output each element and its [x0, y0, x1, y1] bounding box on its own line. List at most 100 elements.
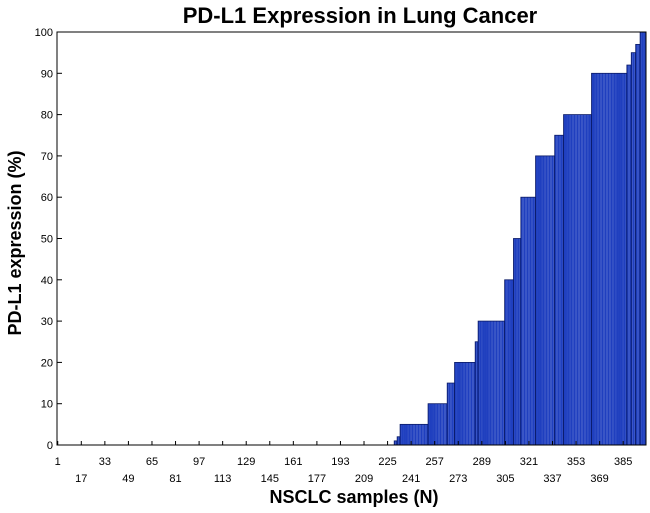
- bar: [619, 73, 621, 446]
- y-tick-label: 20: [41, 357, 53, 369]
- bar: [622, 73, 624, 446]
- bar: [631, 52, 633, 446]
- bars-layer: [393, 31, 647, 446]
- bar: [442, 403, 445, 445]
- bar: [612, 73, 614, 446]
- bar: [397, 436, 399, 445]
- bar: [425, 424, 427, 445]
- bar: [458, 362, 461, 445]
- bar: [581, 114, 583, 445]
- bar: [538, 155, 540, 445]
- x-tick-label: 33: [99, 456, 111, 468]
- bar: [405, 424, 408, 445]
- x-tick-label: 49: [122, 473, 134, 485]
- bar: [553, 155, 555, 445]
- bar: [594, 73, 596, 446]
- y-axis-label: PD-L1 expression (%): [5, 150, 25, 335]
- bar: [435, 403, 437, 445]
- bar: [420, 424, 423, 445]
- x-axis-label: NSCLC samples (N): [269, 487, 438, 507]
- bar: [569, 114, 571, 445]
- x-tick-label: 17: [75, 473, 87, 485]
- bar: [618, 73, 620, 446]
- bar: [476, 341, 479, 445]
- bar: [542, 155, 545, 445]
- bar: [541, 155, 543, 445]
- bar: [570, 114, 573, 445]
- bar: [565, 114, 567, 445]
- bar: [519, 238, 521, 445]
- bar: [460, 362, 462, 445]
- bar: [556, 135, 558, 445]
- bar: [407, 424, 409, 445]
- x-tick-label: 273: [449, 473, 467, 485]
- x-tick-label: 1: [55, 456, 61, 468]
- bar: [597, 73, 599, 446]
- bar: [641, 32, 644, 445]
- x-tick-label: 81: [169, 473, 181, 485]
- bar: [545, 155, 548, 445]
- bar: [467, 362, 470, 445]
- bar: [413, 424, 415, 445]
- bar: [411, 424, 414, 445]
- bar: [494, 321, 496, 445]
- bar: [419, 424, 421, 445]
- bar: [432, 403, 434, 445]
- bar: [414, 424, 417, 445]
- x-tick-label: 385: [614, 456, 632, 468]
- bar: [403, 424, 405, 445]
- bar: [637, 44, 639, 445]
- x-tick-label: 305: [496, 473, 514, 485]
- y-tick-label: 80: [41, 110, 53, 122]
- bar: [607, 73, 610, 446]
- x-tick-label: 225: [378, 456, 396, 468]
- bar: [598, 73, 601, 446]
- x-tick-label: 65: [146, 456, 158, 468]
- bar: [584, 114, 586, 445]
- bar: [620, 73, 623, 446]
- bar: [595, 73, 598, 446]
- bar: [473, 362, 476, 445]
- bar: [486, 321, 489, 445]
- bar: [528, 197, 530, 445]
- bar: [398, 436, 401, 445]
- bar: [531, 197, 533, 445]
- bar: [634, 52, 636, 446]
- bar: [481, 321, 483, 445]
- x-tick-label: 369: [590, 473, 608, 485]
- y-tick-label: 90: [41, 68, 53, 80]
- bar: [416, 424, 418, 445]
- bar: [404, 424, 406, 445]
- bar: [539, 155, 542, 445]
- bar: [457, 362, 459, 445]
- bar: [520, 197, 523, 445]
- bar: [479, 321, 482, 445]
- chart-title: PD-L1 Expression in Lung Cancer: [183, 3, 538, 28]
- bar: [517, 238, 520, 445]
- bar: [601, 73, 604, 446]
- bar: [463, 362, 465, 445]
- y-tick-label: 60: [41, 192, 53, 204]
- bar: [613, 73, 616, 446]
- bar: [625, 73, 627, 446]
- bar: [469, 362, 471, 445]
- y-tick-label: 100: [35, 27, 53, 39]
- bar: [579, 114, 582, 445]
- bar: [604, 73, 607, 446]
- bar: [563, 114, 566, 445]
- y-tick-label: 10: [41, 399, 53, 411]
- bar: [408, 424, 411, 445]
- bar: [447, 383, 449, 445]
- bar: [644, 32, 647, 445]
- bar: [590, 114, 592, 445]
- bar: [628, 65, 630, 445]
- bar: [504, 279, 507, 445]
- bar: [461, 362, 464, 445]
- bar: [491, 321, 493, 445]
- bar: [638, 44, 641, 445]
- bar: [422, 424, 424, 445]
- x-tick-label: 209: [355, 473, 373, 485]
- bar: [525, 197, 527, 445]
- bar: [489, 321, 492, 445]
- bar: [575, 114, 577, 445]
